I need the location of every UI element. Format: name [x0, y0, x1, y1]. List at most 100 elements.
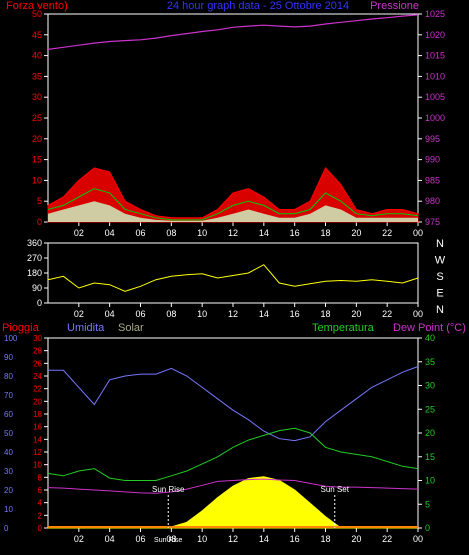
wind-y-tick-label: 35 — [32, 71, 42, 81]
pressure-y-tick-label: 1025 — [425, 9, 445, 19]
wind-y-tick-label: 30 — [32, 92, 42, 102]
compass-label: N — [436, 304, 444, 316]
wind-y-tick-label: 25 — [32, 113, 42, 123]
wind-x-tick-label: 06 — [135, 228, 145, 238]
wind-y-tick-label: 10 — [32, 175, 42, 185]
temp-y-tick-label: 40 — [425, 333, 435, 343]
compass-label: E — [436, 288, 443, 300]
humidity-axis-label: Umidita — [67, 322, 105, 334]
wind-y-tick-label: 40 — [32, 51, 42, 61]
wind-x-tick-label: 20 — [351, 228, 361, 238]
humidity-y-tick-label: 10 — [4, 505, 13, 514]
pressure-y-tick-label: 1010 — [425, 71, 445, 81]
solar-series-area — [48, 476, 418, 529]
pressure-y-tick-label: 990 — [425, 155, 440, 165]
wind-x-tick-label: 10 — [197, 228, 207, 238]
panel-frame-2 — [47, 242, 419, 304]
sunrise-axis-label: Sun Rise — [154, 537, 183, 544]
rain-y-tick-label: 24 — [33, 372, 42, 381]
wind-y-tick-label: 15 — [32, 155, 42, 165]
rain-y-tick-label: 26 — [33, 359, 42, 368]
wind-y-tick-label: 20 — [32, 134, 42, 144]
wind-x-tick-label: 08 — [166, 228, 176, 238]
rain-y-tick-label: 14 — [33, 435, 42, 444]
humidity-y-tick-label: 50 — [4, 429, 13, 438]
temp-y-tick-label: 35 — [425, 357, 435, 367]
panel-frames — [47, 13, 419, 529]
rain-y-tick-label: 18 — [33, 410, 42, 419]
humidity-y-tick-label: 100 — [4, 334, 18, 343]
humidity-x-tick-label: 12 — [228, 534, 238, 544]
humidity-x-tick-label: 18 — [320, 534, 330, 544]
compass-label: W — [435, 255, 446, 267]
rain-y-tick-label: 20 — [33, 397, 42, 406]
temp-y-tick-label: 0 — [425, 523, 430, 533]
humidity-y-tick-label: 30 — [4, 467, 13, 476]
wind-y-tick-label: 5 — [37, 196, 42, 206]
humidity-y-tick-label: 90 — [4, 353, 13, 362]
temp-y-tick-label: 10 — [425, 476, 435, 486]
wind-x-tick-label: 12 — [228, 228, 238, 238]
dewpoint-axis-label: Dew Point (°C) — [393, 322, 466, 334]
humidity-y-tick-label: 0 — [4, 524, 9, 533]
pressure-y-tick-label: 985 — [425, 175, 440, 185]
rain-y-tick-label: 30 — [33, 334, 42, 343]
compass-label: S — [436, 271, 443, 283]
rain-y-tick-label: 16 — [33, 423, 42, 432]
pressure-y-tick-label: 975 — [425, 217, 440, 227]
direction-series-line — [47, 264, 419, 292]
pressure-y-tick-label: 980 — [425, 196, 440, 206]
humidity-series-line — [48, 366, 419, 442]
humidity-y-tick-label: 20 — [4, 486, 13, 495]
humidity-x-tick-label: 16 — [290, 534, 300, 544]
rain-y-tick-label: 6 — [38, 486, 43, 495]
temperature-series-line — [47, 427, 419, 481]
direction-x-tick-label: 22 — [382, 309, 392, 319]
direction-y-tick-label: 360 — [27, 238, 42, 248]
direction-x-tick-label: 08 — [166, 309, 176, 319]
wind-x-tick-label: 04 — [105, 228, 115, 238]
wind-x-tick-label: 02 — [74, 228, 84, 238]
wind-y-tick-label: 45 — [32, 30, 42, 40]
pressure-y-tick-label: 1015 — [425, 51, 445, 61]
direction-x-tick-label: 06 — [135, 309, 145, 319]
temp-y-tick-label: 20 — [425, 428, 435, 438]
humidity-x-tick-label: 08 — [166, 534, 176, 544]
compass-label: N — [436, 238, 444, 250]
gust-series-line — [47, 188, 419, 221]
direction-y-tick-label: 180 — [27, 268, 42, 278]
direction-x-tick-label: 14 — [259, 309, 269, 319]
temp-y-tick-label: 30 — [425, 381, 435, 391]
rain-y-tick-label: 28 — [33, 347, 42, 356]
direction-x-tick-label: 10 — [197, 309, 207, 319]
dewpoint-series-line — [47, 478, 419, 494]
humidity-y-tick-label: 70 — [4, 391, 13, 400]
pressure-y-tick-label: 1000 — [425, 113, 445, 123]
direction-x-tick-label: 18 — [320, 309, 330, 319]
humidity-x-tick-label: 10 — [197, 534, 207, 544]
wind-y-tick-label: 0 — [37, 217, 42, 227]
direction-x-tick-label: 16 — [290, 309, 300, 319]
temp-y-tick-label: 25 — [425, 404, 435, 414]
avg-wind-series-area — [48, 201, 418, 222]
pressure-series-line — [47, 14, 419, 50]
rain-y-tick-label: 8 — [38, 473, 43, 482]
humidity-x-tick-label: 02 — [74, 534, 84, 544]
wind-axis-label: Forza vento) — [6, 0, 68, 12]
rain-y-tick-label: 10 — [33, 461, 42, 470]
direction-y-tick-label: 0 — [37, 298, 42, 308]
wind-x-tick-label: 18 — [320, 228, 330, 238]
direction-x-tick-label: 12 — [228, 309, 238, 319]
temperature-axis-label: Temperatura — [312, 322, 375, 334]
solar-axis-label: Solar — [118, 322, 144, 334]
humidity-x-tick-label: 20 — [351, 534, 361, 544]
chart-title: 24 hour graph data - 25 Ottobre 2014 — [167, 0, 349, 12]
direction-x-tick-label: 20 — [351, 309, 361, 319]
humidity-x-tick-label: 00 — [413, 534, 423, 544]
rain-axis-label: Pioggia — [2, 322, 40, 334]
humidity-temperature-panel: 0102030405060708090100024681012141618202… — [4, 333, 435, 544]
wind-x-tick-label: 00 — [413, 228, 423, 238]
wind-x-tick-label: 22 — [382, 228, 392, 238]
wind-x-tick-label: 16 — [290, 228, 300, 238]
